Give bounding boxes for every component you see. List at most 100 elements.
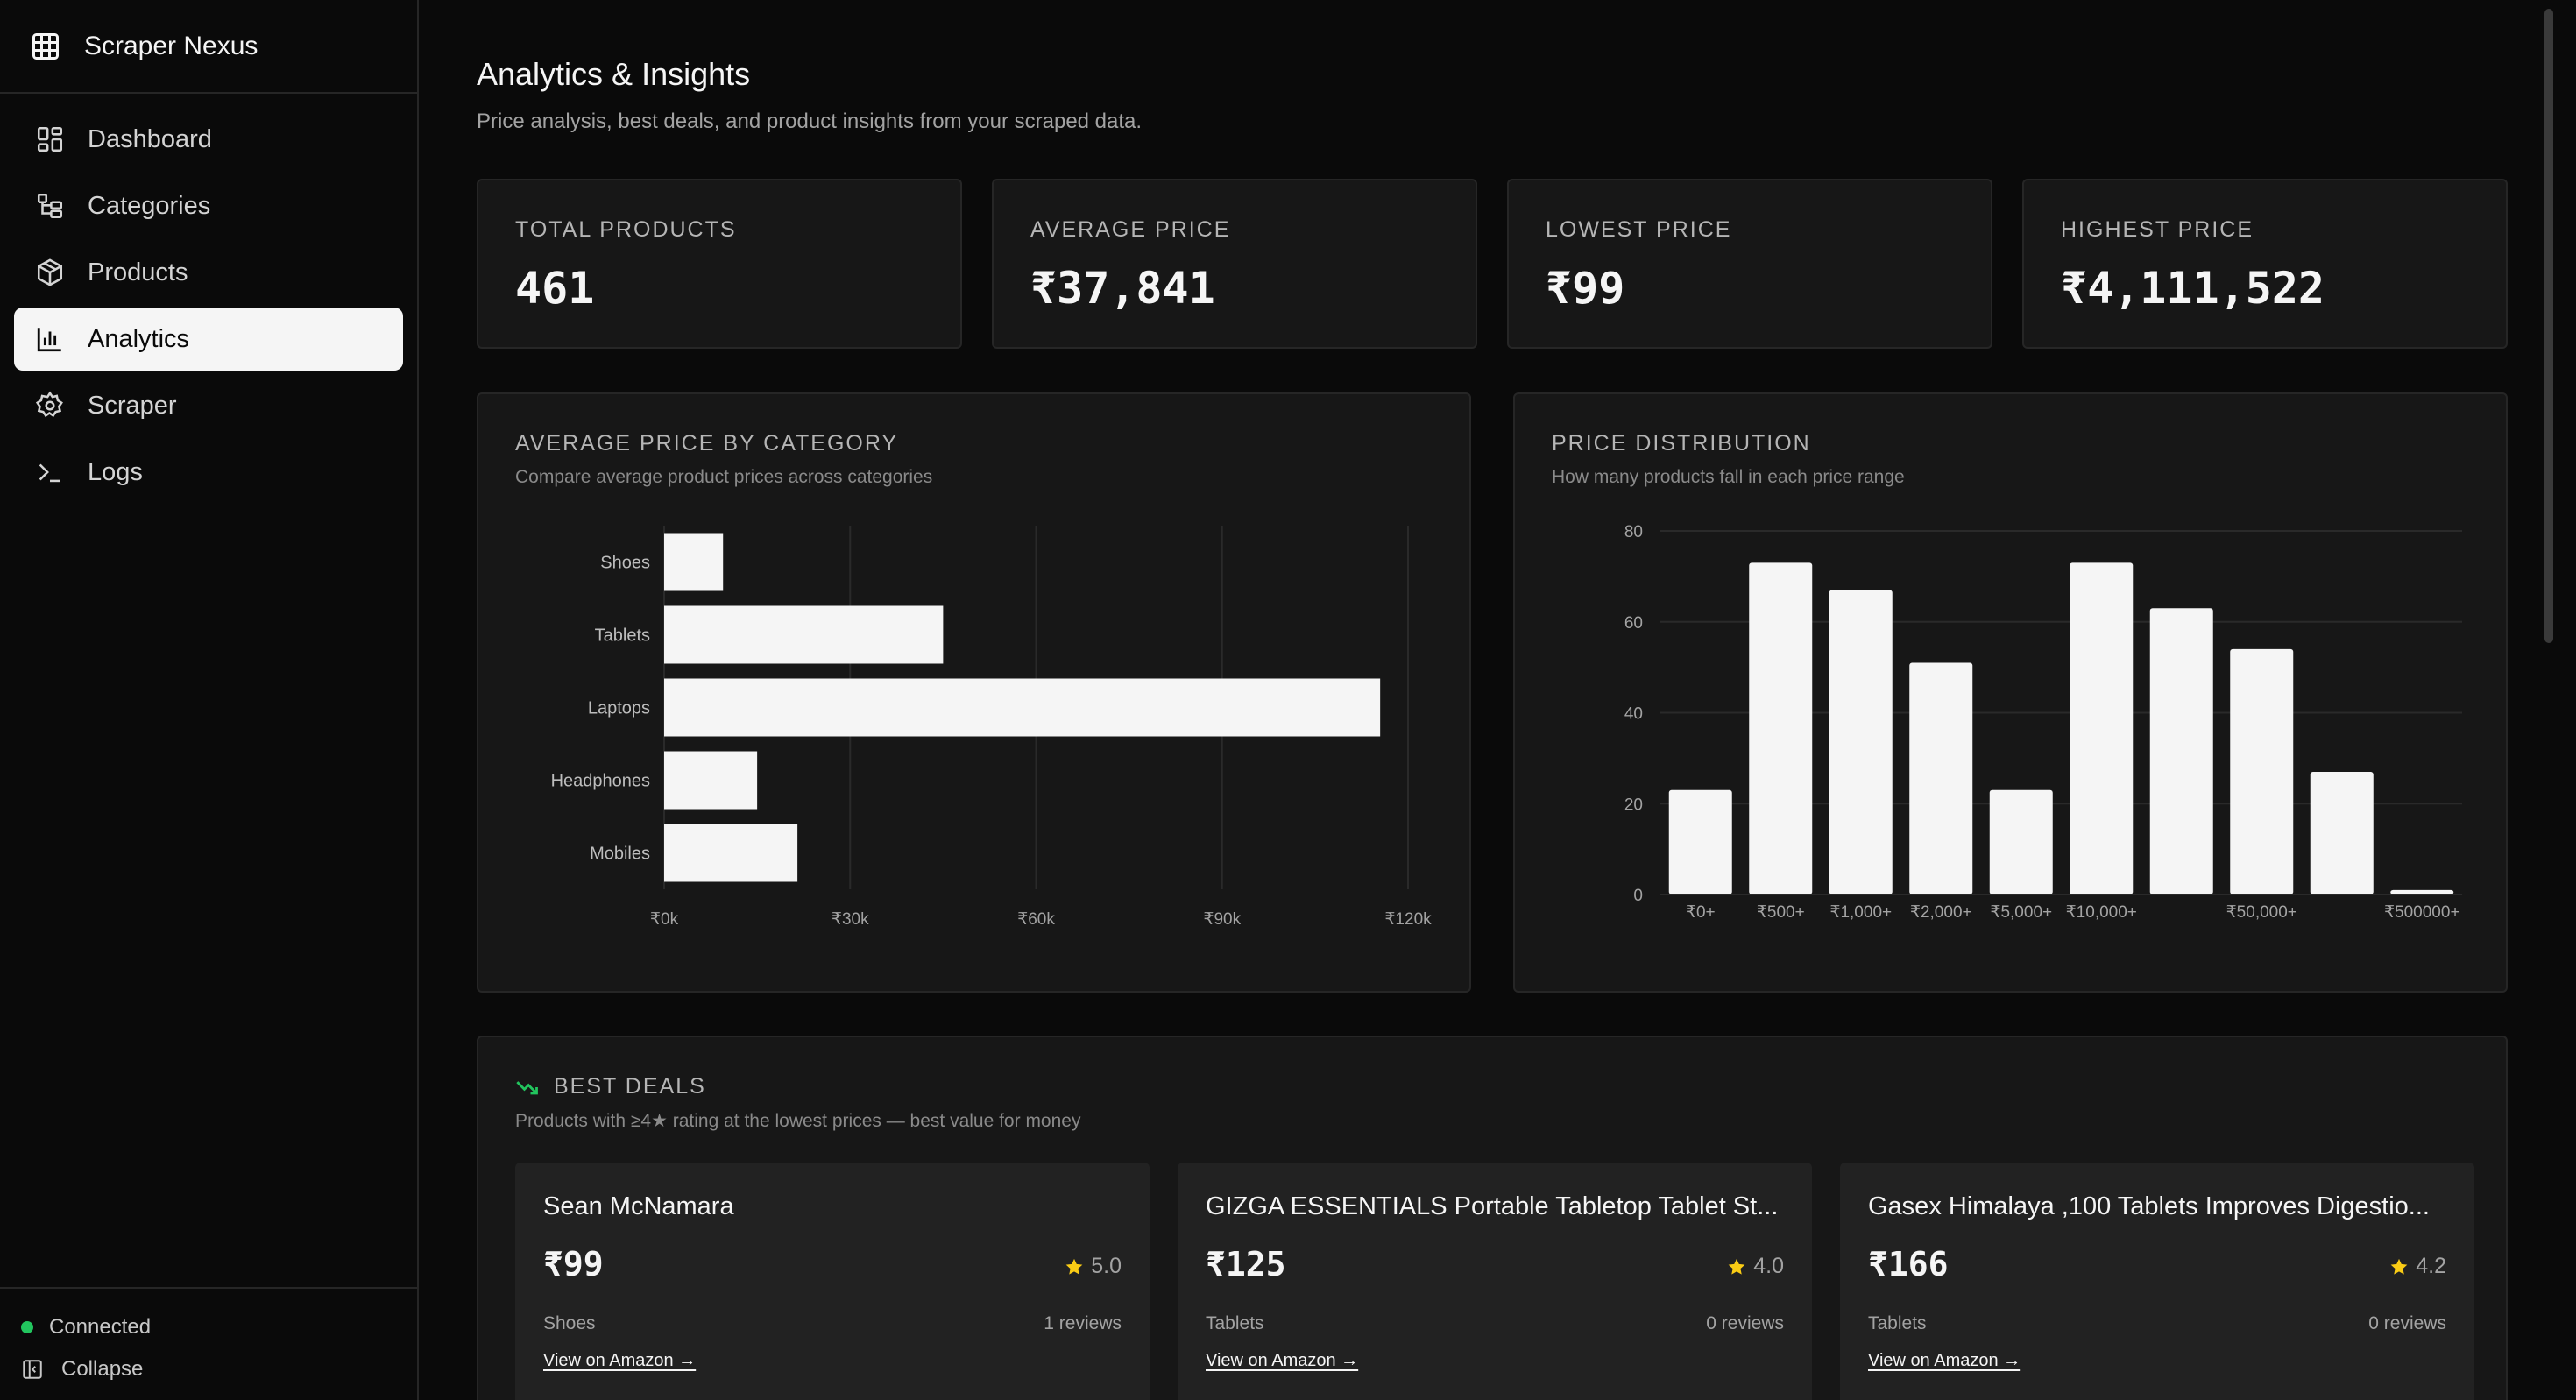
bar [2230, 648, 2294, 894]
y-tick-label: 40 [1624, 705, 1643, 724]
bar [664, 678, 1381, 737]
bar [1909, 662, 1973, 894]
sidebar-item-label: Dashboard [88, 124, 212, 153]
x-tick-label: ₹500000+ [2384, 903, 2460, 922]
sidebar-item-label: Products [88, 258, 188, 286]
collapse-label: Collapse [61, 1357, 144, 1381]
x-tick-label: ₹0k [650, 910, 679, 929]
deal-title: Gasex Himalaya ,100 Tablets Improves Dig… [1868, 1192, 2430, 1220]
bar [664, 751, 758, 810]
avg-price-chart-card: AVERAGE PRICE BY CATEGORY Compare averag… [477, 392, 1471, 993]
stat-card-average-price: AVERAGE PRICE ₹37,841 [992, 179, 1477, 349]
sidebar-footer: Connected Collapse [0, 1287, 417, 1400]
star-icon [1065, 1258, 1083, 1275]
brand[interactable]: Scraper Nexus [0, 0, 417, 94]
scrollbar-thumb[interactable] [2544, 9, 2553, 643]
deal-title: GIZGA ESSENTIALS Portable Tabletop Table… [1206, 1192, 1779, 1220]
stat-value: ₹4,111,522 [2061, 263, 2325, 314]
chart-subtitle: How many products fall in each price ran… [1552, 467, 1905, 487]
x-tick-label: ₹0+ [1686, 903, 1716, 922]
deal-category: Tablets [1206, 1313, 1264, 1333]
deal-price: ₹125 [1206, 1245, 1286, 1283]
rating-value: 4.0 [1753, 1254, 1784, 1278]
y-tick-label: 60 [1624, 614, 1643, 633]
x-tick-label: ₹60k [1017, 910, 1055, 929]
stat-card-total-products: TOTAL PRODUCTS 461 [477, 179, 962, 349]
sidebar-item-categories[interactable]: Categories [14, 174, 403, 237]
bar [1829, 590, 1893, 894]
category-label: Laptops [588, 699, 650, 718]
deal-card[interactable]: GIZGA ESSENTIALS Portable Tabletop Table… [1178, 1163, 1812, 1400]
page-title: Analytics & Insights [477, 56, 751, 92]
view-on-amazon-link[interactable]: View on Amazon → [1206, 1351, 1359, 1370]
main-content: Analytics & Insights Price analysis, bes… [419, 0, 2557, 1400]
y-tick-label: 20 [1624, 795, 1643, 814]
stat-label: TOTAL PRODUCTS [515, 217, 737, 242]
stat-value: ₹99 [1546, 263, 1625, 314]
category-label: Headphones [551, 772, 650, 791]
sidebar-item-scraper[interactable]: Scraper [14, 374, 403, 437]
bar [1668, 789, 1732, 894]
deal-rating: 4.0 [1727, 1254, 1784, 1279]
dashboard-icon [37, 126, 63, 152]
deal-reviews: 0 reviews [2368, 1313, 2446, 1333]
trending-down-icon [516, 1080, 538, 1094]
collapse-button[interactable]: Collapse [21, 1354, 417, 1385]
x-tick-label: ₹500+ [1757, 903, 1805, 922]
avg-price-bar-chart: ₹0k ₹30k ₹60k ₹90k ₹120k Shoes Tablets Laptops H… [551, 526, 1432, 929]
bar [1749, 562, 1813, 894]
bar [2070, 562, 2134, 894]
sidebar-item-analytics[interactable]: Analytics [14, 308, 403, 371]
terminal-icon [39, 463, 60, 483]
view-on-amazon-link[interactable]: View on Amazon → [1868, 1351, 2021, 1370]
x-tick-label: ₹120k [1384, 910, 1432, 929]
sidebar-nav: Dashboard Categories Products Analytics … [0, 94, 417, 504]
category-label: Tablets [595, 626, 650, 646]
sidebar-item-dashboard[interactable]: Dashboard [14, 108, 403, 171]
view-on-amazon-link[interactable]: View on Amazon → [543, 1351, 697, 1370]
best-deals-title: BEST DEALS [554, 1074, 706, 1099]
status-text: Connected [49, 1315, 152, 1339]
deal-rating: 5.0 [1065, 1254, 1122, 1279]
status-dot-icon [21, 1321, 33, 1333]
bar [664, 533, 724, 591]
deal-card[interactable]: Gasex Himalaya ,100 Tablets Improves Dig… [1840, 1163, 2474, 1400]
x-tick-label: ₹1,000+ [1829, 903, 1892, 922]
bar [2149, 608, 2213, 894]
rating-value: 4.2 [2416, 1254, 2446, 1278]
deal-reviews: 0 reviews [1706, 1313, 1784, 1333]
bar [2310, 771, 2374, 894]
sidebar-item-label: Categories [88, 191, 211, 220]
stat-value: 461 [515, 263, 595, 314]
price-distribution-chart-card: PRICE DISTRIBUTION How many products fal… [1513, 392, 2508, 993]
bar [1989, 789, 2053, 894]
x-tick-label: ₹30k [832, 910, 869, 929]
x-tick-label: ₹10,000+ [2066, 903, 2137, 922]
bar [664, 824, 798, 882]
deal-category: Tablets [1868, 1313, 1927, 1333]
y-tick-label: 0 [1633, 887, 1643, 905]
sidebar-item-products[interactable]: Products [14, 241, 403, 304]
bar [2390, 889, 2454, 894]
stat-value: ₹37,841 [1030, 263, 1215, 314]
deal-title: Sean McNamara [543, 1192, 734, 1220]
sidebar-item-label: Analytics [88, 324, 190, 353]
package-icon [37, 258, 63, 286]
brand-name: Scraper Nexus [84, 31, 258, 60]
grid-icon [32, 32, 59, 60]
scrollbar[interactable] [2537, 0, 2557, 1400]
x-tick-label: ₹5,000+ [1990, 903, 2052, 922]
stat-label: AVERAGE PRICE [1030, 217, 1231, 242]
category-label: Mobiles [590, 845, 650, 864]
sidebar-item-logs[interactable]: Logs [14, 441, 403, 504]
deal-card[interactable]: Sean McNamara ₹99 5.0 Shoes 1 reviews Vi… [515, 1163, 1150, 1400]
x-tick-label: ₹50,000+ [2226, 903, 2297, 922]
sidebar-item-label: Logs [88, 457, 143, 486]
star-icon [1728, 1258, 1745, 1275]
stat-card-lowest-price: LOWEST PRICE ₹99 [1507, 179, 1992, 349]
sidebar: Scraper Nexus Dashboard Categories Produ… [0, 0, 419, 1400]
stat-card-highest-price: HIGHEST PRICE ₹4,111,522 [2022, 179, 2508, 349]
deal-price: ₹166 [1868, 1245, 1949, 1283]
star-icon [2390, 1258, 2408, 1275]
page-subtitle: Price analysis, best deals, and product … [477, 110, 1143, 133]
